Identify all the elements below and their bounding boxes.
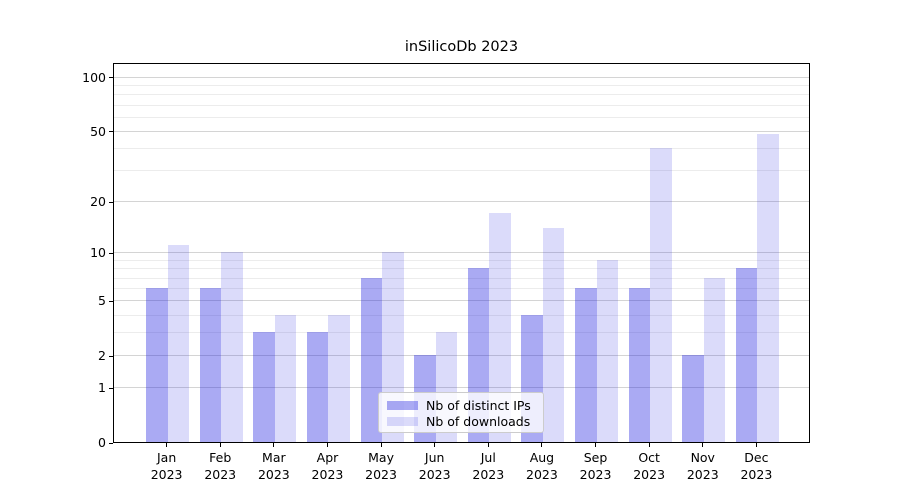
bar-downloads-mar [274, 314, 297, 442]
major-gridline [114, 387, 809, 389]
y-tick-label: 0 [98, 435, 106, 450]
minor-gridline [114, 104, 809, 106]
bar-downloads-dec [757, 134, 779, 442]
x-tick-mark [755, 443, 757, 447]
legend-item-distinct-ips: Nb of distinct IPs [387, 398, 535, 413]
legend-item-downloads: Nb of downloads [387, 414, 535, 429]
y-tick-mark [109, 300, 113, 302]
y-tick-mark [109, 77, 113, 79]
bar-downloads-aug [542, 227, 565, 442]
minor-gridline [114, 268, 809, 270]
y-tick-label: 10 [90, 245, 106, 261]
y-tick-mark [109, 131, 113, 133]
y-tick-label: 1 [98, 380, 106, 396]
x-tick-label: Oct 2023 [633, 450, 666, 482]
x-tick-mark [541, 443, 543, 447]
x-tick-label: Sep 2023 [579, 450, 612, 482]
x-tick-mark [380, 443, 382, 447]
minor-gridline [114, 288, 809, 290]
y-tick-label: 100 [82, 69, 106, 85]
x-tick-mark [434, 443, 436, 447]
bar-downloads-sep [596, 259, 619, 442]
x-tick-mark [702, 443, 704, 447]
legend-swatch-distinct-ips [387, 401, 418, 410]
y-tick-mark [109, 387, 113, 389]
minor-gridline [114, 116, 809, 118]
legend-label-distinct-ips: Nb of distinct IPs [426, 398, 531, 413]
bar-downloads-nov [703, 277, 726, 442]
x-tick-label: Jul 2023 [472, 450, 505, 482]
x-tick-mark [219, 443, 221, 447]
y-tick-label: 20 [90, 194, 106, 210]
minor-gridline [114, 148, 809, 150]
x-tick-label: Jun 2023 [418, 450, 451, 482]
y-tick-mark [109, 442, 113, 444]
y-tick-label: 2 [98, 348, 106, 364]
major-gridline [114, 355, 809, 357]
minor-gridline [114, 259, 809, 261]
bar-distinct-ips-oct [628, 288, 651, 442]
x-tick-mark [273, 443, 275, 447]
x-tick-label: May 2023 [365, 450, 397, 482]
y-tick-label: 50 [90, 123, 106, 139]
major-gridline [114, 131, 809, 132]
x-tick-mark [166, 443, 168, 447]
x-tick-label: Mar 2023 [257, 450, 290, 482]
minor-gridline [114, 277, 809, 279]
bar-downloads-apr [328, 314, 350, 442]
x-tick-mark [595, 443, 597, 447]
legend: Nb of distinct IPs Nb of downloads [378, 392, 544, 433]
minor-gridline [114, 314, 809, 316]
x-tick-label: Nov 2023 [686, 450, 719, 482]
x-tick-label: Feb 2023 [204, 450, 237, 482]
bar-distinct-ips-may [360, 277, 383, 442]
bar-distinct-ips-feb [199, 288, 222, 442]
major-gridline [114, 300, 809, 302]
legend-swatch-downloads [387, 417, 418, 426]
x-tick-label: Aug 2023 [526, 450, 558, 482]
x-tick-label: Jan 2023 [150, 450, 183, 482]
bar-distinct-ips-mar [253, 332, 275, 442]
major-gridline [114, 252, 809, 254]
x-tick-mark [487, 443, 489, 447]
bar-downloads-jul [489, 213, 511, 442]
minor-gridline [114, 332, 809, 334]
major-gridline [114, 201, 809, 203]
chart-title: inSilicoDb 2023 [404, 39, 519, 55]
x-tick-label: Dec 2023 [740, 450, 773, 482]
minor-gridline [114, 94, 809, 96]
y-tick-mark [109, 355, 113, 357]
legend-label-downloads: Nb of downloads [426, 414, 531, 429]
bar-distinct-ips-dec [735, 268, 758, 442]
bar-distinct-ips-jan [146, 288, 168, 442]
bar-distinct-ips-nov [682, 355, 704, 442]
x-tick-mark [648, 443, 650, 447]
bar-distinct-ips-apr [306, 332, 329, 442]
y-tick-mark [109, 252, 113, 254]
x-tick-mark [326, 443, 328, 447]
y-tick-mark [109, 201, 113, 203]
major-gridline [114, 76, 809, 78]
bar-distinct-ips-sep [575, 288, 597, 442]
minor-gridline [114, 85, 809, 87]
x-tick-label: Apr 2023 [311, 450, 344, 482]
bar-downloads-oct [650, 148, 672, 442]
minor-gridline [114, 170, 809, 172]
bar-downloads-jan [167, 245, 190, 442]
plot-area [113, 63, 810, 443]
y-tick-label: 5 [98, 293, 106, 309]
bar-downloads-feb [221, 252, 243, 442]
